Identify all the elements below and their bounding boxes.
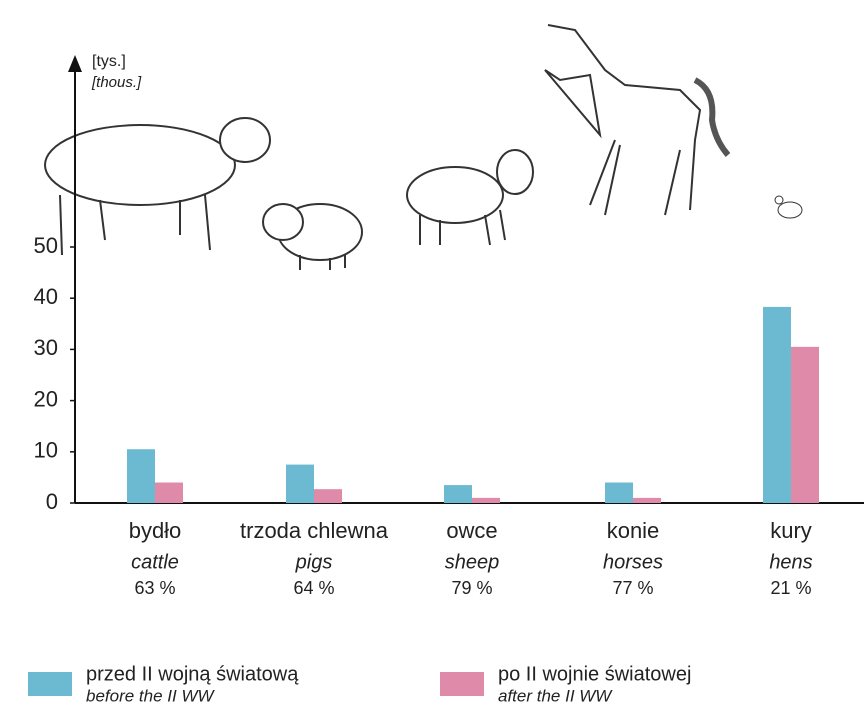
y-tick-label: 40 bbox=[34, 284, 58, 309]
x-tick-label: owce bbox=[446, 518, 497, 543]
legend-label-en: before the II WW bbox=[86, 686, 215, 705]
y-label: [tys.] bbox=[92, 53, 126, 70]
bar bbox=[286, 464, 314, 503]
category-note: 77 % bbox=[612, 578, 653, 598]
bar bbox=[472, 497, 500, 503]
x-tick-label: kury bbox=[770, 518, 812, 543]
y-tick-label: 50 bbox=[34, 233, 58, 258]
bar bbox=[763, 306, 791, 503]
y-tick-label: 20 bbox=[34, 386, 58, 411]
x-tick-label-en: hens bbox=[769, 551, 812, 573]
illustrations bbox=[44, 24, 803, 270]
legend-swatch bbox=[440, 672, 484, 696]
x-tick-label: konie bbox=[607, 518, 660, 543]
legend-label: po II wojnie światowej bbox=[498, 663, 691, 685]
legend-label: przed II wojną światową bbox=[86, 663, 299, 685]
bar bbox=[127, 449, 155, 503]
y-tick-label: 10 bbox=[34, 438, 58, 463]
bar bbox=[633, 497, 661, 503]
category-note: 64 % bbox=[293, 578, 334, 598]
y-axis-arrow bbox=[68, 55, 82, 72]
x-tick-label: trzoda chlewna bbox=[240, 518, 389, 543]
legend-label-en: after the II WW bbox=[498, 686, 613, 705]
bar bbox=[155, 482, 183, 503]
y-label-en: [thous.] bbox=[91, 74, 142, 91]
bar bbox=[791, 346, 819, 503]
x-tick-label-en: horses bbox=[603, 551, 663, 573]
y-tick-label: 30 bbox=[34, 335, 58, 360]
bar bbox=[314, 489, 342, 503]
bar bbox=[444, 485, 472, 503]
x-tick-label-en: pigs bbox=[295, 551, 333, 573]
x-tick-label-en: cattle bbox=[131, 551, 179, 573]
category-note: 21 % bbox=[770, 578, 811, 598]
category-note: 63 % bbox=[134, 578, 175, 598]
bar bbox=[605, 482, 633, 503]
legend-swatch bbox=[28, 672, 72, 696]
y-tick-label: 0 bbox=[46, 489, 58, 514]
category-note: 79 % bbox=[451, 578, 492, 598]
x-tick-label: bydło bbox=[129, 518, 182, 543]
x-tick-label-en: sheep bbox=[445, 551, 500, 573]
